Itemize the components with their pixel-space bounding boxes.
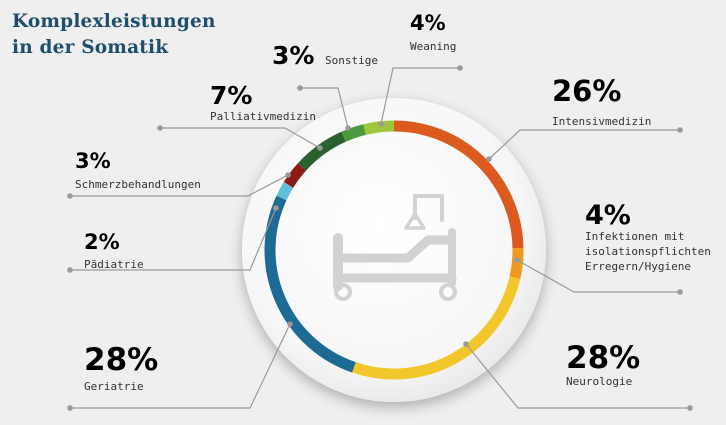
leader-line-schmerzbehandlungen [70, 174, 289, 197]
slice-intensivmedizin [393, 120, 524, 249]
category-label-infektionen-mit-isolationspflichten-erregern-hygiene-line-1: Infektionen mit [585, 230, 684, 243]
slice-geriatrie [264, 195, 356, 373]
pct-label-geriatrie: 28% [84, 342, 158, 378]
slice-schmerzbehandlungen [283, 163, 307, 188]
category-label-weaning: Weaning [410, 40, 456, 53]
leader-end-dot-schmerzbehandlungen [67, 193, 73, 199]
leader-dot-weaning [378, 121, 384, 127]
leader-lines [67, 65, 693, 411]
pct-label-neurologie: 28% [566, 340, 640, 376]
leader-end-dot-neurologie [687, 405, 693, 411]
hospital-bed-icon [333, 194, 457, 301]
leader-line-sonstige [300, 87, 349, 129]
leader-line-paediatrie [70, 207, 277, 271]
leader-end-dot-palliativmedizin [157, 125, 163, 131]
slice-infektionen-mit-isolationspflichten-erregern-hygiene [509, 248, 524, 279]
leader-dot-infektionen-mit-isolationspflichten-erregern-hygiene [514, 257, 520, 263]
category-label-schmerzbehandlungen: Schmerzbehandlungen [75, 178, 201, 191]
leader-dot-paediatrie [273, 205, 279, 211]
slice-paediatrie [276, 181, 294, 201]
leader-line-infektionen-mit-isolationspflichten-erregern-hygiene [516, 259, 680, 293]
leader-line-intensivmedizin [488, 129, 680, 160]
category-label-neurologie: Neurologie [566, 375, 632, 388]
leader-dot-neurologie [463, 341, 469, 347]
category-label-paediatrie: Pädiatrie [84, 258, 144, 271]
pct-label-intensivmedizin: 26% [552, 74, 621, 108]
leader-dot-sonstige [345, 125, 351, 131]
leader-dot-schmerzbehandlungen [285, 172, 291, 178]
leader-end-dot-infektionen-mit-isolationspflichten-erregern-hygiene [677, 289, 683, 295]
leader-end-dot-paediatrie [67, 267, 73, 273]
leader-end-dot-sonstige [297, 85, 303, 91]
pct-label-sonstige: 3% [272, 41, 314, 70]
category-label-intensivmedizin: Intensivmedizin [552, 115, 651, 128]
pct-label-infektionen-mit-isolationspflichten-erregern-hygiene: 4% [585, 200, 631, 231]
category-label-palliativmedizin: Palliativmedizin [210, 110, 316, 123]
leader-dot-geriatrie [287, 321, 293, 327]
donut-ring [264, 120, 524, 380]
leader-end-dot-intensivmedizin [677, 127, 683, 133]
category-label-infektionen-mit-isolationspflichten-erregern-hygiene-line-2: isolationspflichten [585, 245, 711, 258]
title-line-2: in der Somatik [12, 37, 169, 58]
donut-disc [242, 98, 546, 402]
leader-dot-intensivmedizin [486, 156, 492, 162]
leader-end-dot-weaning [457, 65, 463, 71]
category-label-infektionen-mit-isolationspflichten-erregern-hygiene-line-3: Erregern/Hygiene [585, 260, 691, 273]
category-label-sonstige: Sonstige [325, 54, 378, 67]
title-line-1: Komplexleistungen [12, 11, 216, 32]
slice-sonstige [341, 124, 367, 142]
slice-weaning [363, 120, 395, 135]
leader-line-neurologie [465, 343, 690, 409]
category-label-geriatrie: Geriatrie [84, 380, 144, 393]
pct-label-weaning: 4% [410, 11, 446, 35]
slice-neurologie [352, 276, 521, 380]
chart-title: Komplexleistungen in der Somatik [12, 9, 216, 61]
leader-line-palliativmedizin [160, 127, 321, 149]
leader-line-weaning [380, 67, 460, 125]
leader-line-geriatrie [70, 323, 291, 409]
pct-label-schmerzbehandlungen: 3% [75, 149, 111, 173]
leader-dot-palliativmedizin [317, 145, 323, 151]
leader-end-dot-geriatrie [67, 405, 73, 411]
pct-label-paediatrie: 2% [84, 230, 120, 254]
pct-label-palliativmedizin: 7% [210, 81, 252, 110]
